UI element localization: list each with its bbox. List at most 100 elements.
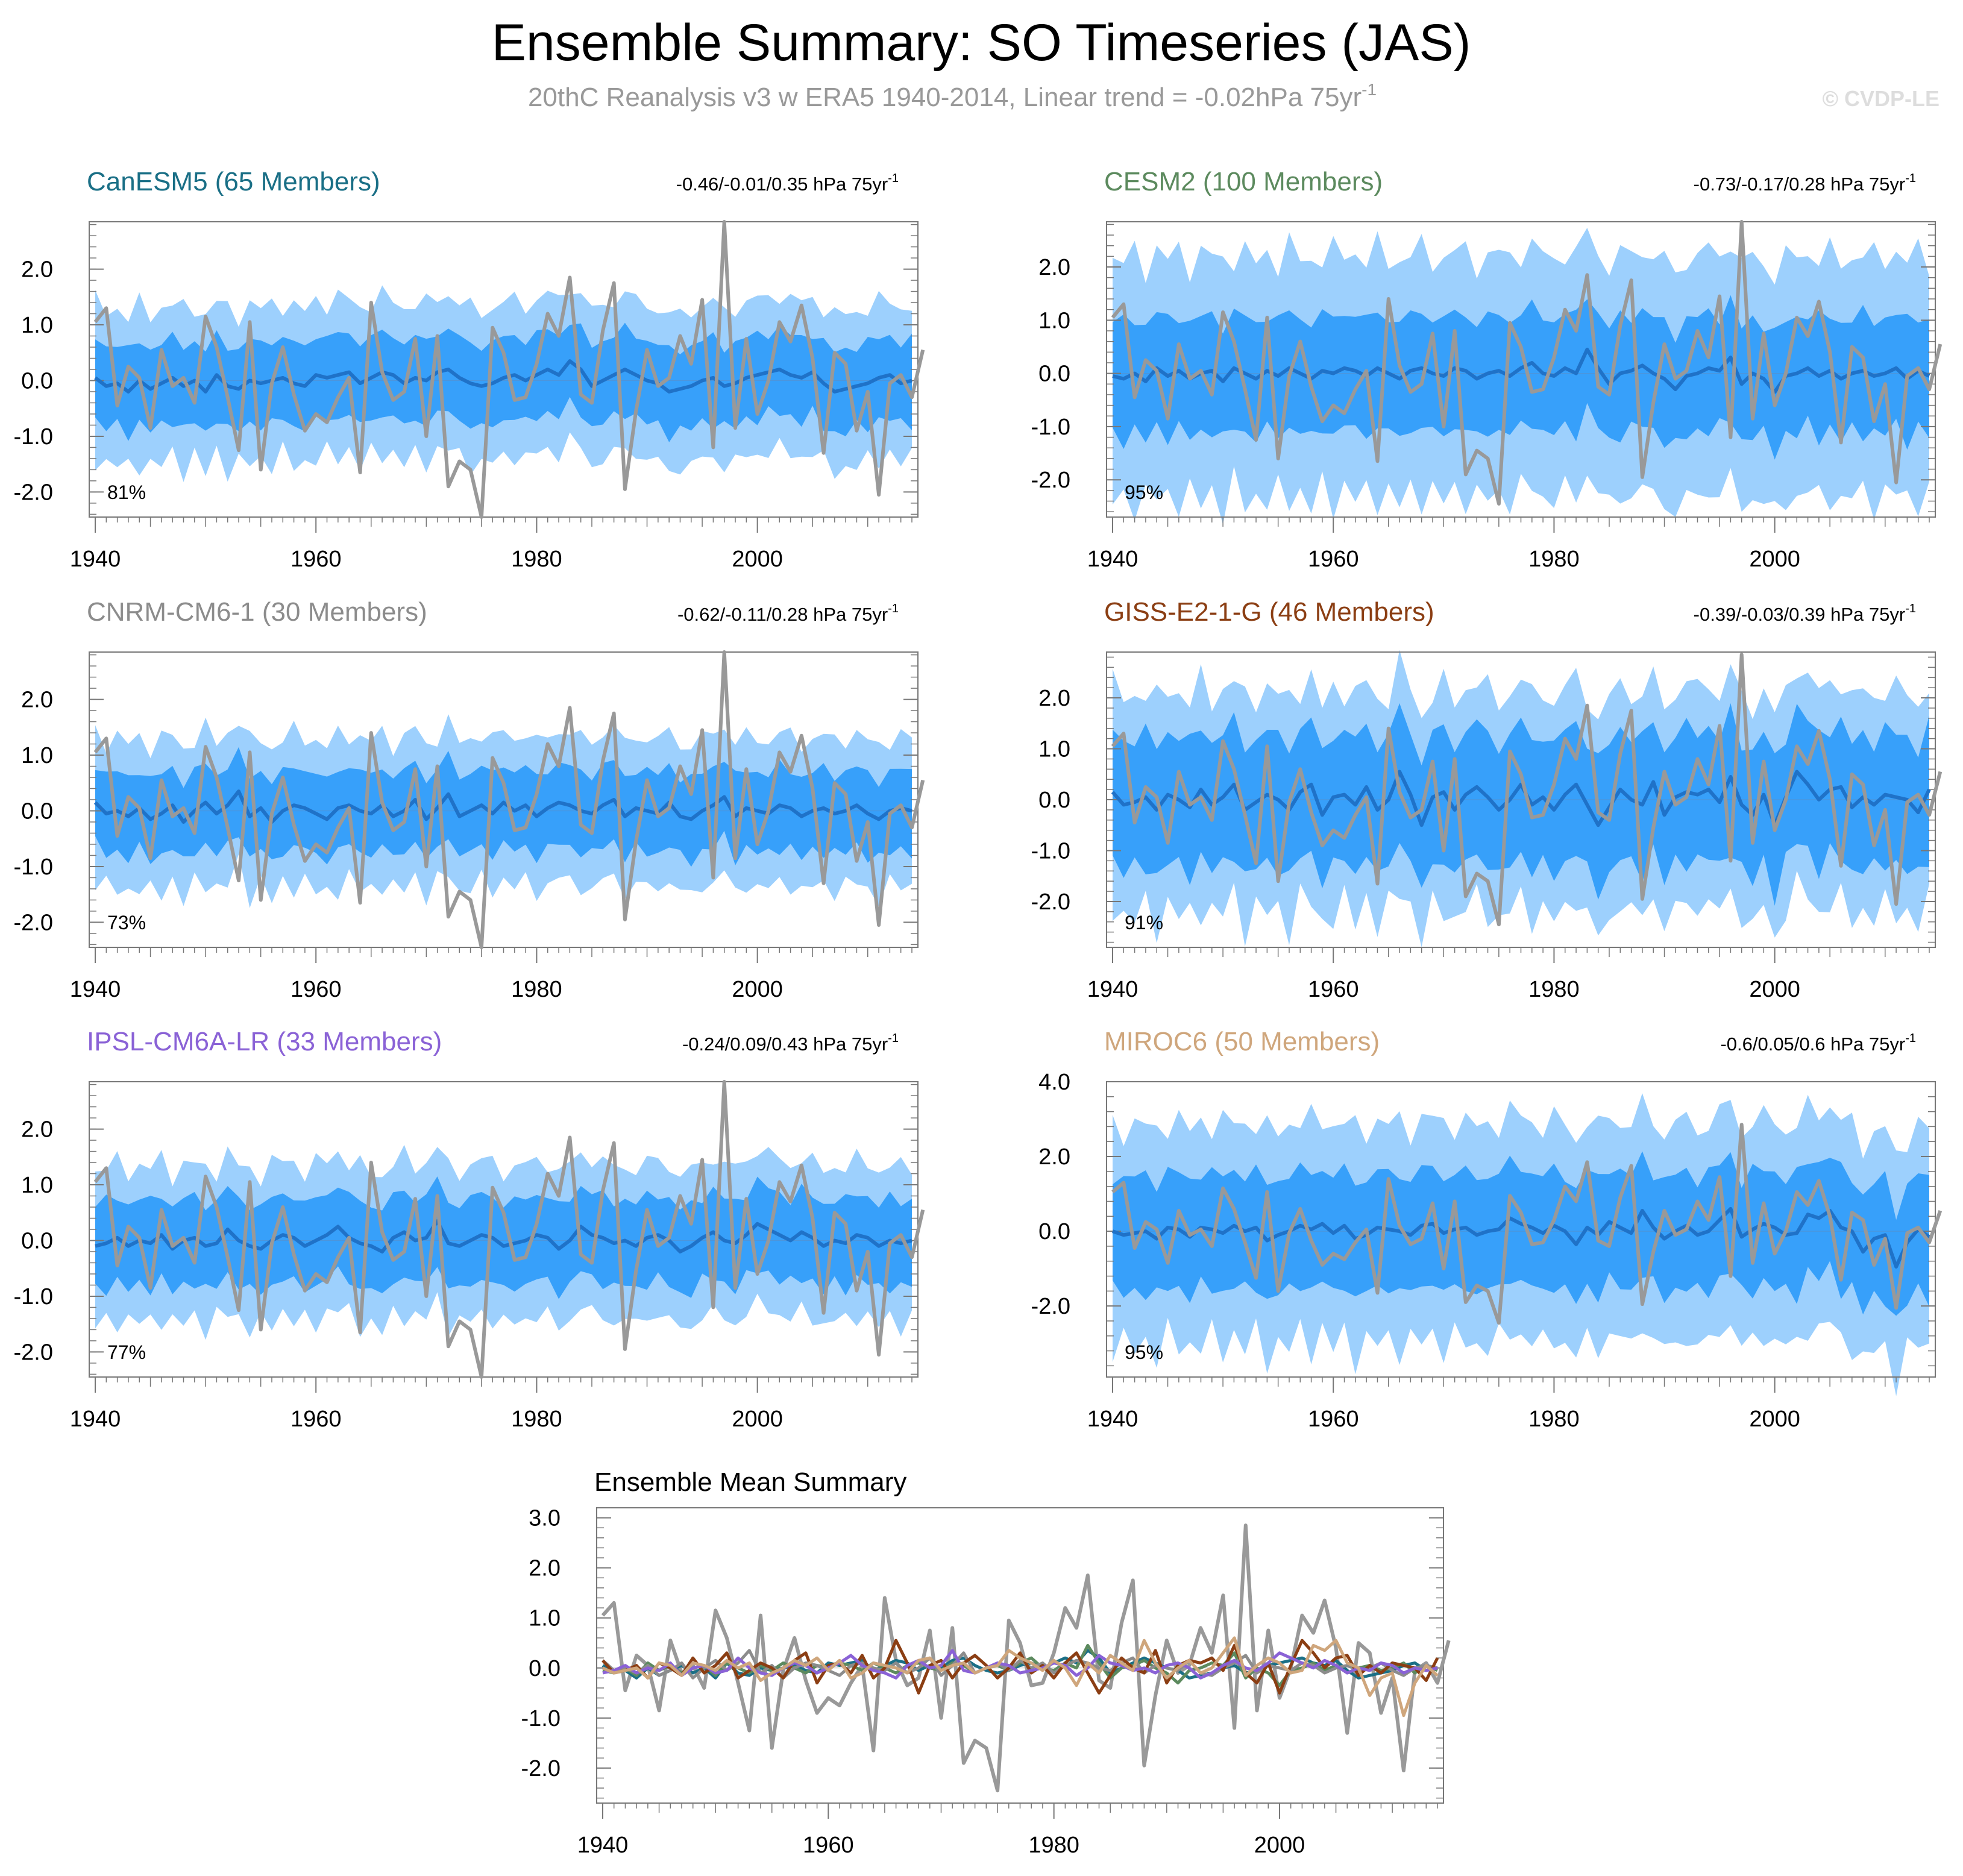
y-tick-label: -2.0 <box>14 910 53 935</box>
x-tick-label: 2000 <box>1749 977 1800 1002</box>
figure-title: Ensemble Summary: SO Timeseries (JAS) <box>492 14 1471 72</box>
panel-trend-text: -0.46/-0.01/0.35 hPa 75yr <box>676 174 888 195</box>
y-tick-label: 1.0 <box>21 743 53 768</box>
panel-trend-text: -0.24/0.09/0.43 hPa 75yr <box>682 1034 888 1055</box>
y-tick-label: -2.0 <box>1031 889 1070 915</box>
panel-title: CanESM5 (65 Members) <box>87 167 380 196</box>
panel-trend-text: -0.73/-0.17/0.28 hPa 75yr <box>1694 174 1906 195</box>
y-tick-label: -2.0 <box>14 480 53 505</box>
panel-3: GISS-E2-1-G (46 Members) -0.39/-0.03/0.39… <box>1031 597 1943 1002</box>
panel-trend: -0.73/-0.17/0.28 hPa 75yr-1 <box>1694 172 1916 195</box>
x-tick-label: 1940 <box>70 1407 121 1432</box>
x-tick-label: 1960 <box>1308 977 1359 1002</box>
y-tick-label: -1.0 <box>14 855 53 880</box>
percent-label: 81% <box>107 482 146 503</box>
y-tick-label: 2.0 <box>1038 1144 1070 1170</box>
x-tick-label: 2000 <box>1749 1407 1800 1432</box>
x-tick-label: 1940 <box>70 977 121 1002</box>
percent-label: 95% <box>1125 482 1163 503</box>
x-tick-label: 2000 <box>1749 547 1800 572</box>
figure-subtitle-text: 20thC Reanalysis v3 w ERA5 1940-2014, Li… <box>528 83 1362 112</box>
y-tick-label: -2.0 <box>521 1756 561 1781</box>
y-tick-label: -1.0 <box>14 1284 53 1310</box>
y-tick-label: 0.0 <box>21 798 53 824</box>
percent-label: 91% <box>1125 912 1163 933</box>
panel-trend: -0.6/0.05/0.6 hPa 75yr-1 <box>1720 1032 1916 1055</box>
y-tick-label: 2.0 <box>1038 686 1070 711</box>
summary-ensemble-line-5 <box>601 1636 1439 1718</box>
observed-line <box>1111 1123 1943 1325</box>
panel-trend-sup: -1 <box>888 602 899 615</box>
y-tick-label: -1.0 <box>1031 415 1070 440</box>
x-tick-label: 1940 <box>70 547 121 572</box>
panel-trend: -0.39/-0.03/0.39 hPa 75yr-1 <box>1694 602 1916 625</box>
summary-title: Ensemble Mean Summary <box>594 1467 906 1497</box>
panel-title: IPSL-CM6A-LR (33 Members) <box>87 1027 442 1056</box>
x-tick-label: 1960 <box>291 547 342 572</box>
y-tick-label: 0.0 <box>1038 788 1070 813</box>
summary-ensemble-line-1 <box>602 1643 1439 1687</box>
observed-line <box>1111 653 1943 926</box>
y-tick-label: 1.0 <box>1038 737 1070 762</box>
y-tick-label: -2.0 <box>1031 468 1070 493</box>
ensemble-mean-line <box>1112 347 1930 394</box>
panel-title: CESM2 (100 Members) <box>1104 167 1383 196</box>
x-tick-label: 1940 <box>577 1833 629 1858</box>
x-tick-label: 1960 <box>291 1407 342 1432</box>
ensemble-mean-line <box>93 789 912 824</box>
panel-1: CESM2 (100 Members) -0.73/-0.17/0.28 hPa … <box>1031 167 1943 572</box>
x-tick-label: 1960 <box>1308 547 1359 572</box>
x-tick-label: 1960 <box>291 977 342 1002</box>
x-tick-label: 1980 <box>511 1407 562 1432</box>
y-tick-label: -1.0 <box>14 424 53 450</box>
y-tick-label: 0.0 <box>21 368 53 394</box>
x-tick-label: 1980 <box>1528 977 1580 1002</box>
y-tick-label: 0.0 <box>529 1656 561 1681</box>
inner-band <box>1113 703 1929 906</box>
y-tick-label: 2.0 <box>21 1117 53 1143</box>
x-tick-label: 1960 <box>1308 1407 1359 1432</box>
panel-trend-text: -0.6/0.05/0.6 hPa 75yr <box>1720 1034 1905 1055</box>
panels: CanESM5 (65 Members) -0.46/-0.01/0.35 hPa… <box>14 167 1943 1858</box>
panel-trend-sup: -1 <box>888 1032 899 1045</box>
figure-subtitle-sup: -1 <box>1362 80 1377 99</box>
inner-band <box>1113 295 1929 460</box>
x-tick-label: 1980 <box>1528 547 1580 572</box>
y-tick-label: 2.0 <box>529 1556 561 1581</box>
summary-panel: Ensemble Mean Summary -2.0 -1.0 0.0 1.0 2.0 3.… <box>521 1467 1451 1858</box>
x-tick-label: 1980 <box>1028 1833 1079 1858</box>
x-tick-label: 2000 <box>732 1407 783 1432</box>
x-tick-label: 1980 <box>1528 1407 1580 1432</box>
x-tick-label: 1940 <box>1087 547 1139 572</box>
x-tick-label: 1940 <box>1087 977 1139 1002</box>
panel-trend-sup: -1 <box>1905 602 1916 615</box>
panel-title: MIROC6 (50 Members) <box>1104 1027 1380 1056</box>
x-tick-label: 2000 <box>732 547 783 572</box>
panel-4: IPSL-CM6A-LR (33 Members) -0.24/0.09/0.43… <box>14 1027 925 1432</box>
summary-ensemble-line-4 <box>602 1649 1438 1680</box>
y-tick-label: -2.0 <box>14 1340 53 1365</box>
y-tick-label: 3.0 <box>529 1506 561 1531</box>
panel-trend: -0.62/-0.11/0.28 hPa 75yr-1 <box>677 602 899 625</box>
y-tick-label: 4.0 <box>1038 1070 1070 1095</box>
y-tick-label: -1.0 <box>1031 838 1070 864</box>
summary-ensemble-line-3 <box>601 1639 1439 1695</box>
summary-ensemble-line-2 <box>601 1649 1438 1680</box>
panel-trend-sup: -1 <box>1905 172 1916 185</box>
observed-line <box>93 1080 925 1379</box>
y-tick-label: 1.0 <box>1038 308 1070 333</box>
panel-trend: -0.24/0.09/0.43 hPa 75yr-1 <box>682 1032 899 1055</box>
panel-trend-sup: -1 <box>1905 1032 1916 1045</box>
y-tick-label: 2.0 <box>1038 255 1070 280</box>
inner-band <box>1113 1151 1929 1316</box>
y-tick-label: 1.0 <box>21 1173 53 1198</box>
panel-2: CNRM-CM6-1 (30 Members) -0.62/-0.11/0.28 … <box>14 597 925 1002</box>
x-tick-label: 2000 <box>732 977 783 1002</box>
y-tick-label: 0.0 <box>21 1228 53 1253</box>
ensemble-mean-line <box>94 359 912 394</box>
percent-label: 77% <box>107 1341 146 1363</box>
x-tick-label: 1980 <box>511 977 562 1002</box>
y-tick-label: 2.0 <box>21 688 53 713</box>
y-tick-label: 2.0 <box>21 257 53 283</box>
